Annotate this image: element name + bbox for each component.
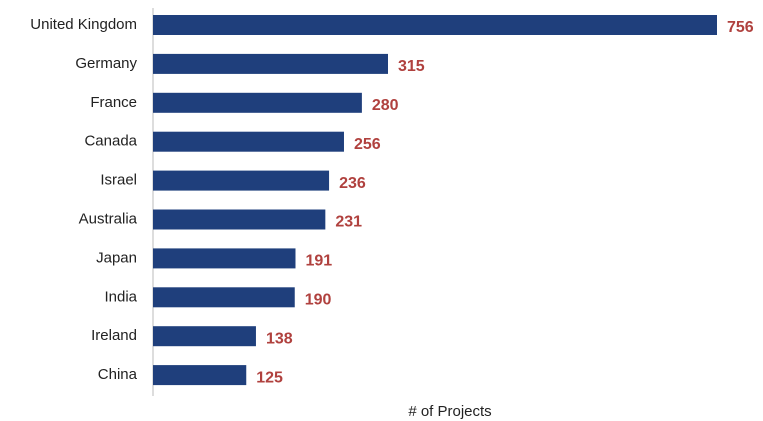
data-label: 256 — [354, 136, 381, 153]
y-tick-label: Germany — [75, 55, 137, 72]
data-label: 190 — [305, 292, 332, 309]
y-tick-label: India — [104, 288, 137, 305]
bar — [153, 15, 717, 35]
y-tick-label: Ireland — [91, 327, 137, 344]
bar — [153, 209, 326, 230]
x-axis-label: # of Projects — [408, 403, 491, 420]
data-label: 280 — [372, 97, 399, 114]
data-label: 138 — [266, 330, 293, 347]
y-tick-label: United Kingdom — [30, 16, 137, 33]
bar — [153, 92, 362, 113]
bar — [153, 131, 344, 152]
bar — [153, 170, 330, 191]
y-tick-label: China — [98, 366, 138, 383]
y-tick-label: Australia — [79, 210, 138, 227]
data-label: 315 — [398, 58, 425, 75]
bar — [153, 248, 296, 269]
bar — [153, 53, 388, 74]
bar — [153, 287, 295, 308]
data-label: 236 — [339, 175, 366, 192]
y-tick-label: Israel — [100, 172, 137, 189]
y-tick-label: France — [90, 94, 137, 111]
data-label: 756 — [727, 19, 754, 36]
data-label: 231 — [335, 214, 362, 231]
bar — [153, 365, 247, 386]
data-label: 191 — [305, 253, 332, 270]
bar — [153, 326, 256, 347]
y-tick-label: Canada — [84, 133, 137, 150]
y-tick-label: Japan — [96, 249, 137, 266]
data-label: 125 — [256, 369, 283, 386]
